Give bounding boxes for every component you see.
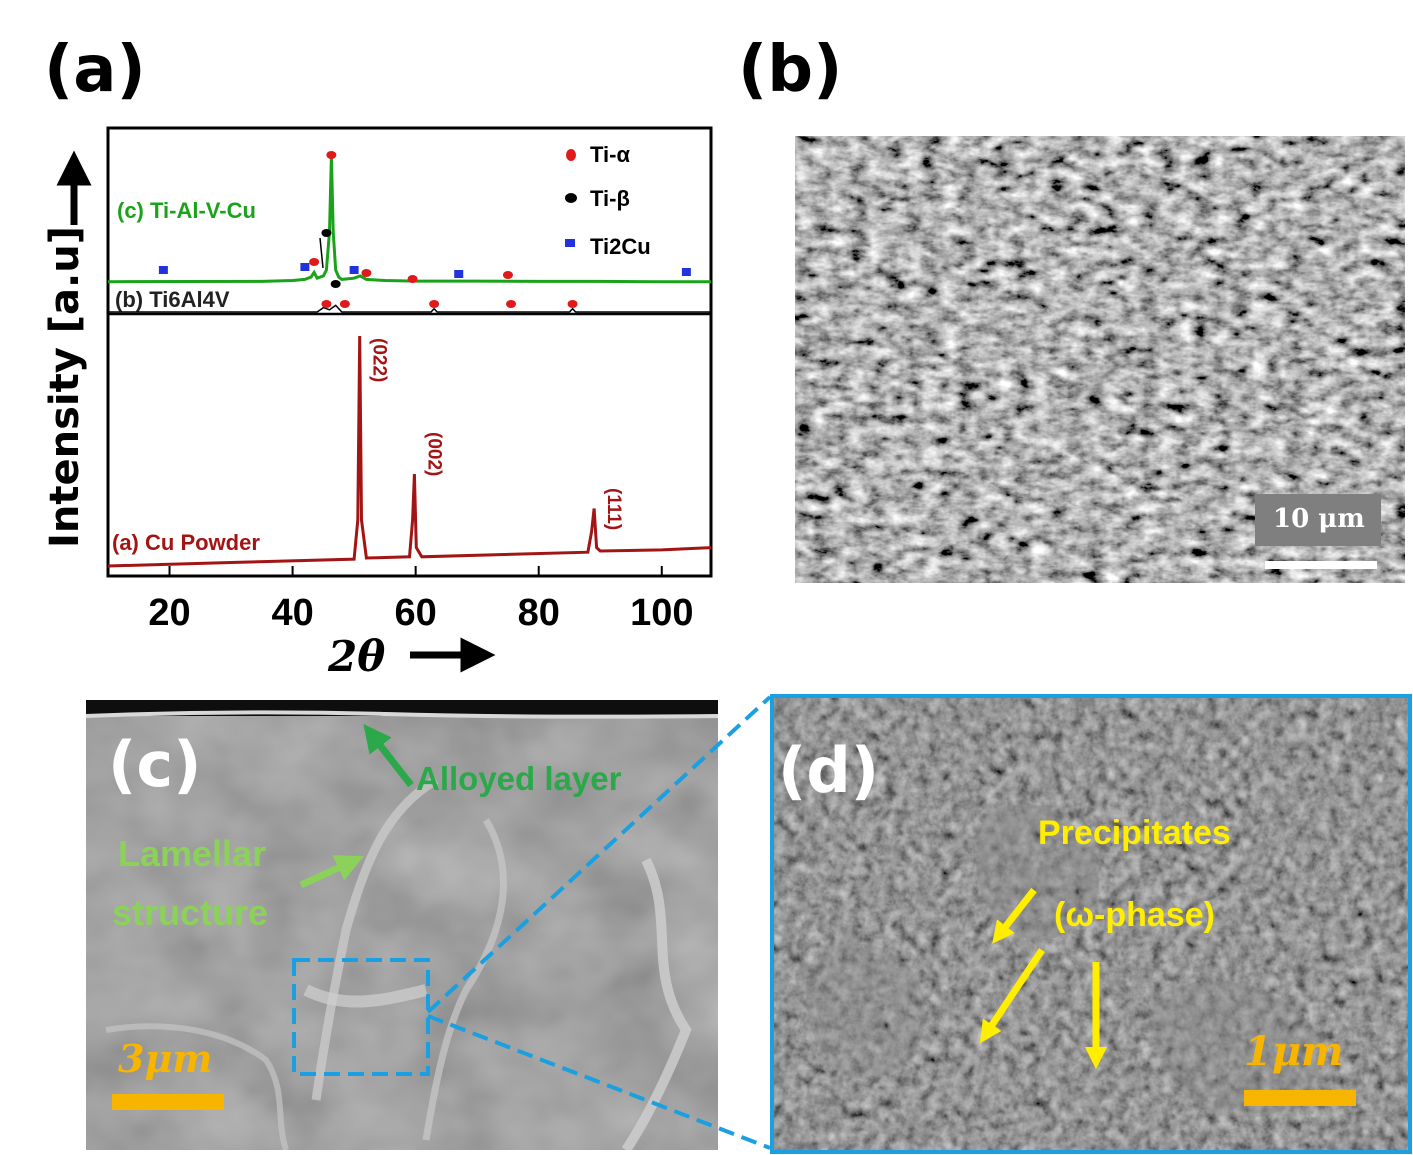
- x-tick-label: 80: [517, 592, 560, 634]
- scale-bar-b-box: [1255, 494, 1381, 546]
- ti-beta-marker: [321, 229, 332, 237]
- series-label-b: (b) Ti6Al4V: [115, 287, 230, 312]
- ti2cu-marker: [681, 268, 691, 276]
- ti2cu-marker: [300, 263, 310, 271]
- annotation-structure: structure: [112, 892, 269, 933]
- ti-alpha-marker: [326, 151, 337, 159]
- legend-ti2cu-icon: [565, 239, 575, 247]
- x-tick-label: 40: [271, 592, 314, 634]
- phase-markers: [158, 151, 691, 308]
- peak-label: (111): [603, 488, 624, 530]
- scale-bar-c: [112, 1094, 224, 1110]
- legend-ti-beta-label: Ti-β: [590, 186, 630, 211]
- scale-bar-b: [1265, 561, 1377, 569]
- ti-alpha-marker-b: [429, 300, 440, 308]
- ti-alpha-marker-b: [321, 300, 332, 308]
- xrd-series: [107, 156, 712, 568]
- panel-label-b: (b): [738, 33, 843, 107]
- sem-image-b: 10 μm: [795, 136, 1405, 583]
- peak-label: (022): [369, 338, 390, 382]
- x-tick-label: 60: [394, 592, 437, 634]
- ti2cu-marker: [454, 270, 464, 278]
- legend-ti-alpha-label: Ti-α: [590, 142, 631, 167]
- peak-labels: (022) (002) (111): [369, 338, 624, 530]
- annotation-precipitates: Precipitates: [1038, 814, 1231, 852]
- x-tick-label: 100: [630, 592, 694, 634]
- sem-image-c: (c) Alloyed layer Lamellar structure 3μm: [86, 700, 718, 1150]
- legend: Ti-α Ti-β Ti2Cu: [560, 140, 710, 270]
- ti-alpha-marker: [407, 275, 418, 283]
- scale-bar-c-label: 3μm: [118, 1036, 213, 1081]
- annotation-omega-phase: (ω-phase): [1054, 896, 1215, 934]
- scale-bar-b-label: 10 μm: [1273, 504, 1365, 534]
- ti-beta-marker-b: [330, 280, 341, 288]
- zoom-box: [292, 958, 430, 1076]
- arrow-precipitate-1: [992, 887, 1037, 944]
- arrow-lamellar: [299, 855, 364, 889]
- x-tick-label: 20: [148, 592, 191, 634]
- plot-frame: [106, 126, 713, 578]
- panel-label-c: (c): [108, 728, 202, 801]
- peak-label: (002): [423, 432, 444, 476]
- ti2cu-marker: [349, 266, 359, 274]
- ti-alpha-marker: [361, 269, 372, 277]
- panel-label-d: (d): [778, 734, 880, 807]
- ti2cu-marker: [158, 266, 168, 274]
- series-line-2: [107, 335, 712, 568]
- ti-beta-pointer: [319, 237, 324, 269]
- x-axis-ticks: [168, 566, 663, 576]
- ti-alpha-marker-b: [339, 300, 350, 308]
- series-label-c: (c) Ti-Al-V-Cu: [117, 198, 256, 223]
- xrd-chart: (022) (002) (111) Intensity [a.u] 2θ (c) T…: [0, 0, 720, 690]
- ti-alpha-marker: [502, 271, 513, 279]
- ti-alpha-marker: [309, 258, 320, 266]
- panel-label-a: (a): [44, 33, 146, 107]
- series-label-a: (a) Cu Powder: [112, 530, 260, 555]
- arrow-alloyed-layer: [363, 723, 414, 788]
- y-axis-title: Intensity [a.u]: [42, 226, 88, 548]
- legend-ti2cu-label: Ti2Cu: [590, 234, 651, 259]
- sem-image-d: (d) Precipitates (ω-phase) 1μm: [770, 694, 1412, 1154]
- scale-bar-d: [1244, 1090, 1356, 1106]
- ti-alpha-marker-b: [567, 300, 578, 308]
- xrd-plot-svg: (022) (002) (111): [56, 126, 713, 673]
- annotation-lamellar: Lamellar: [118, 833, 267, 874]
- series-line-1: [108, 304, 711, 313]
- legend-ti-beta-icon: [565, 193, 577, 203]
- scale-bar-d-label: 1μm: [1244, 1028, 1344, 1075]
- series-line-0: [107, 156, 711, 284]
- x-axis-title: 2θ: [328, 632, 386, 681]
- arrow-precipitate-2: [979, 948, 1045, 1044]
- legend-ti-alpha-icon: [566, 149, 576, 161]
- ti-alpha-marker-b: [506, 300, 517, 308]
